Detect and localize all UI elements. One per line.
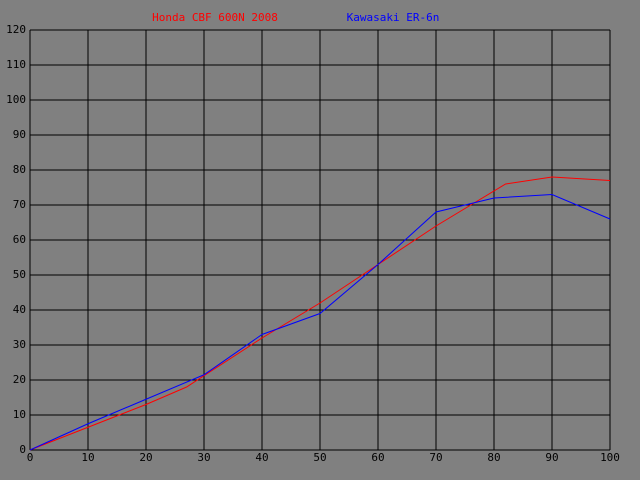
legend-entry: Honda CBF 600N 2008	[152, 11, 278, 24]
x-tick-label: 90	[545, 451, 558, 464]
y-tick-label: 10	[13, 408, 26, 421]
x-tick-label: 80	[487, 451, 500, 464]
y-tick-label: 0	[19, 443, 26, 456]
y-tick-label: 50	[13, 268, 26, 281]
x-tick-label: 20	[139, 451, 152, 464]
y-tick-label: 120	[6, 23, 26, 36]
y-tick-label: 70	[13, 198, 26, 211]
y-tick-label: 80	[13, 163, 26, 176]
x-tick-label: 100	[600, 451, 620, 464]
x-tick-label: 0	[27, 451, 34, 464]
series-line	[29, 193, 611, 451]
x-tick-label: 60	[371, 451, 384, 464]
x-tick-label: 30	[197, 451, 210, 464]
x-tick-label: 10	[81, 451, 94, 464]
y-tick-label: 60	[13, 233, 26, 246]
y-tick-label: 20	[13, 373, 26, 386]
y-tick-label: 90	[13, 128, 26, 141]
series-line	[29, 176, 611, 451]
y-tick-label: 100	[6, 93, 26, 106]
x-tick-label: 40	[255, 451, 268, 464]
x-tick-label: 50	[313, 451, 326, 464]
y-tick-label: 110	[6, 58, 26, 71]
legend-entry: Kawasaki ER-6n	[347, 11, 440, 24]
x-tick-label: 70	[429, 451, 442, 464]
y-tick-label: 40	[13, 303, 26, 316]
y-tick-label: 30	[13, 338, 26, 351]
